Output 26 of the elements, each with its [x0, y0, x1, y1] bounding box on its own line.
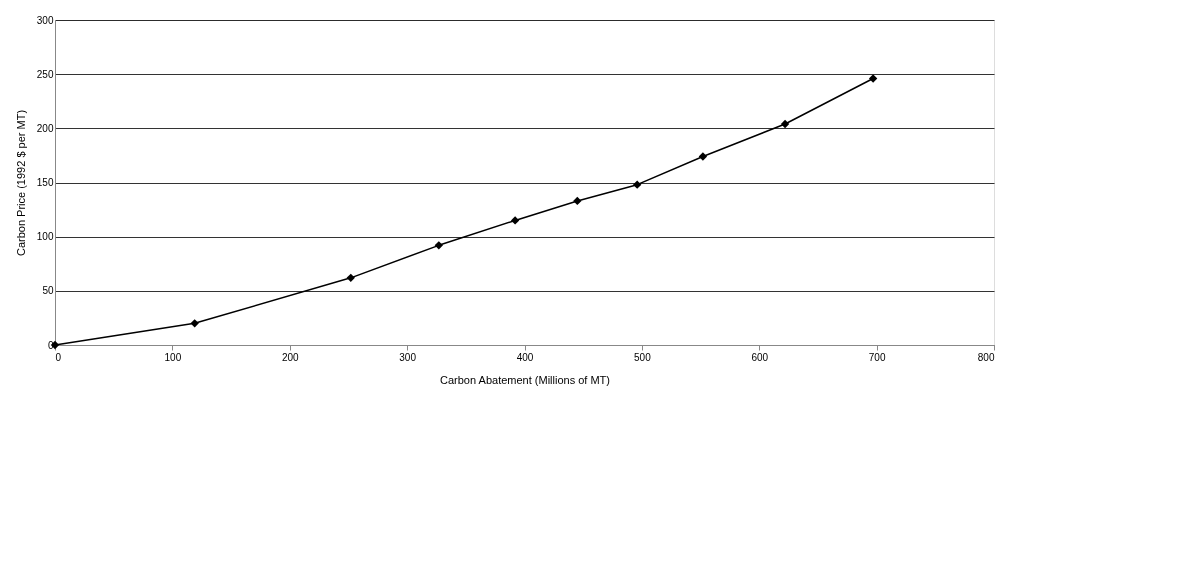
point: [190, 319, 199, 328]
x-tick-label: 300: [399, 351, 417, 363]
point: [868, 74, 878, 83]
x-tick-label: 600: [751, 351, 769, 363]
x-tick-label: 800: [977, 351, 995, 363]
y-axis-title: Carbon Price (1992 $ per MT): [14, 109, 27, 257]
y-tick-label: 150: [36, 177, 54, 188]
x-tick-label: 400: [516, 351, 534, 363]
x-axis-title: Carbon Abatement (Millions of MT): [440, 373, 610, 386]
point: [633, 180, 642, 189]
x-tick-label: 100: [164, 351, 182, 363]
y-tick-label: 300: [36, 14, 54, 26]
y-tick-label: 250: [36, 68, 54, 80]
y-tick-label: 200: [36, 122, 54, 134]
point: [510, 216, 520, 225]
x-tick-label: 200: [281, 351, 300, 363]
point: [434, 241, 443, 250]
x-tick-label: 0: [55, 351, 62, 363]
y-tick-label: 50: [42, 285, 54, 297]
x-tick-label: 500: [634, 351, 652, 363]
point: [346, 273, 355, 283]
y-tick-label: 100: [36, 231, 54, 243]
point: [698, 152, 708, 161]
x-tick-label: 700: [868, 351, 886, 363]
point: [573, 196, 582, 206]
point: [780, 119, 790, 129]
